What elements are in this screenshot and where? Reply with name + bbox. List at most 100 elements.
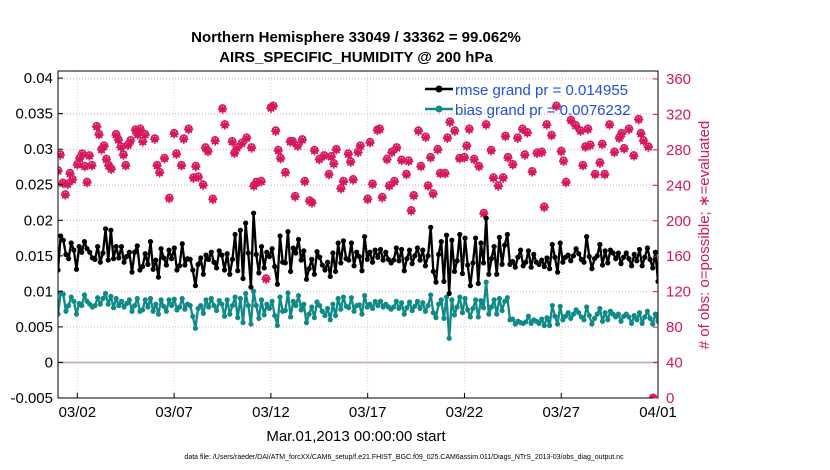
rmse-point: [525, 248, 532, 254]
bias-point: [655, 318, 658, 324]
rmse-point: [504, 231, 510, 238]
bias-point: [346, 305, 352, 311]
rmse-point: [589, 266, 595, 272]
bias-point: [221, 313, 228, 319]
bias-point: [362, 293, 368, 299]
obs-evaluated-marker: [72, 160, 82, 170]
bias-point: [161, 303, 167, 309]
rmse-point: [129, 269, 135, 275]
rmse-point: [58, 233, 64, 239]
obs-evaluated-marker: [130, 125, 141, 135]
bias-point: [63, 308, 69, 314]
obs-evaluated-marker: [445, 117, 455, 127]
bias-point: [359, 311, 365, 317]
obs-evaluated-marker: [590, 170, 600, 180]
bias-point: [547, 322, 553, 329]
bias-point: [528, 320, 534, 326]
rmse-point: [549, 241, 555, 248]
rmse-point: [597, 241, 603, 248]
rmse-point: [602, 248, 608, 254]
bias-point: [406, 299, 413, 305]
bias-point: [97, 301, 103, 307]
obs-evaluated-marker: [605, 120, 615, 130]
rmse-point: [420, 247, 426, 253]
rmse-point: [488, 256, 495, 262]
bias-point: [116, 302, 122, 309]
bias-point: [369, 305, 376, 312]
obs-evaluated-marker: [121, 161, 131, 171]
rmse-point: [631, 251, 637, 258]
obs-evaluated-marker: [353, 147, 363, 158]
bias-point: [325, 305, 331, 312]
bias-point: [565, 310, 571, 316]
bias-point: [322, 312, 328, 319]
bias-point: [618, 318, 624, 324]
bias-point: [203, 297, 209, 303]
obs-evaluated-marker: [469, 155, 479, 165]
bias-point: [425, 302, 431, 309]
rmse-point: [560, 259, 566, 265]
x-tick-label: 04/01: [639, 404, 677, 421]
bias-point: [190, 313, 196, 319]
bias-point: [285, 290, 291, 296]
rmse-point: [586, 253, 592, 260]
obs-evaluated-marker: [520, 150, 530, 160]
bias-point: [330, 301, 336, 307]
rmse-point: [422, 263, 429, 269]
rmse-point: [634, 258, 640, 264]
rmse-point: [221, 267, 228, 273]
bias-point: [422, 308, 429, 314]
bias-point: [219, 301, 225, 307]
rmse-point: [335, 240, 341, 246]
obs-evaluated-marker: [271, 126, 281, 136]
obs-evaluated-marker: [198, 180, 208, 190]
bias-point: [399, 300, 405, 306]
rmse-point: [332, 268, 339, 275]
rmse-point: [203, 252, 209, 258]
obs-evaluated-marker: [297, 135, 307, 145]
rmse-point: [116, 255, 122, 261]
rmse-point: [520, 263, 526, 269]
rmse-point: [528, 264, 534, 270]
rmse-point: [211, 259, 217, 265]
obs-evaluated-marker: [517, 124, 528, 135]
rmse-point: [470, 260, 476, 266]
bias-point: [647, 315, 653, 321]
rmse-point: [512, 264, 518, 270]
bias-point: [176, 304, 183, 310]
rmse-point: [139, 263, 146, 270]
bias-point: [576, 310, 582, 316]
obs-evaluated-marker: [617, 129, 627, 139]
obs-evaluated-marker: [116, 142, 126, 152]
obs-evaluated-marker: [409, 191, 419, 201]
rmse-point: [570, 253, 577, 259]
obs-evaluated-marker: [84, 151, 94, 161]
chart-title-line2: AIRS_SPECIFIC_HUMIDITY @ 200 hPa: [219, 49, 493, 66]
rmse-point: [290, 245, 296, 251]
bias-point: [581, 317, 587, 323]
rmse-point: [166, 247, 172, 253]
rmse-point: [250, 210, 257, 216]
bias-point: [478, 298, 484, 304]
bias-point: [560, 317, 566, 323]
obs-evaluated-marker: [462, 141, 472, 151]
rmse-point: [340, 238, 347, 244]
bias-point: [105, 301, 111, 307]
x-tick-label: 03/07: [155, 404, 193, 421]
rmse-point: [145, 261, 151, 267]
obs-evaluated-marker: [479, 209, 489, 219]
obs-evaluated-marker: [421, 132, 431, 143]
rmse-point: [137, 267, 143, 273]
obs-evaluated-marker: [152, 161, 162, 171]
bias-point: [198, 302, 204, 309]
rmse-point: [414, 245, 421, 251]
obs-evaluated-marker: [595, 158, 605, 168]
bias-point: [301, 301, 307, 307]
obs-evaluated-marker: [597, 139, 607, 150]
rmse-point: [256, 270, 262, 276]
chart-title-line1: Northern Hemisphere 33049 / 33362 = 99.0…: [191, 29, 521, 46]
bias-point: [570, 311, 577, 317]
rmse-point: [385, 256, 391, 262]
bias-point: [467, 314, 473, 320]
rmse-point: [325, 259, 331, 265]
